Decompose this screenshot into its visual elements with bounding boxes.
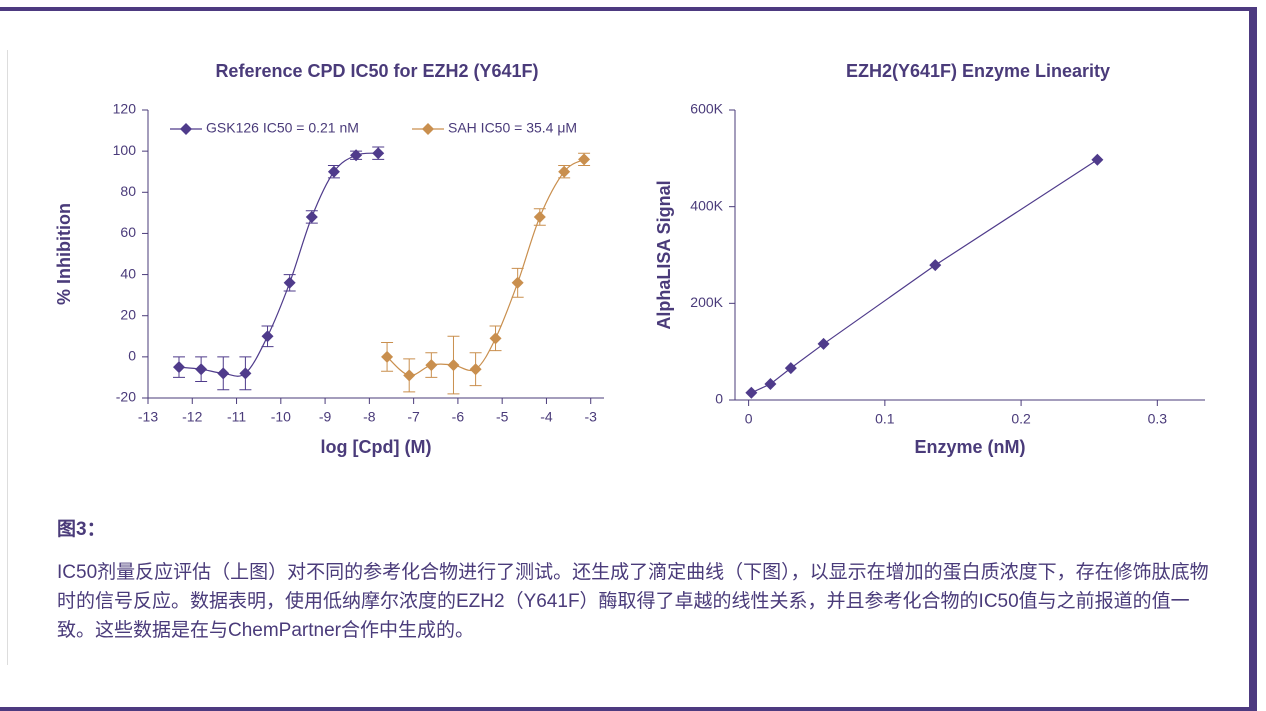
data-point <box>764 378 777 391</box>
data-point <box>511 276 524 289</box>
data-point <box>533 210 546 223</box>
series-line <box>386 158 585 376</box>
y-tick-label: 80 <box>120 183 136 199</box>
data-point <box>172 361 185 374</box>
x-axis-title: log [Cpd] (M) <box>321 437 432 457</box>
x-tick-label: -8 <box>363 409 376 425</box>
y-axis-title: AlphaLISA Signal <box>654 180 674 329</box>
caption: IC50剂量反应评估（上图）对不同的参考化合物进行了测试。还生成了滴定曲线（下图… <box>57 562 1209 641</box>
data-point <box>305 210 318 223</box>
series-line <box>751 159 1098 394</box>
y-tick-label: 20 <box>120 306 136 322</box>
data-point <box>578 153 591 166</box>
y-tick-label: 600K <box>690 101 723 117</box>
legend-label: GSK126 IC50 = 0.21 nM <box>206 120 359 136</box>
data-point <box>350 149 363 162</box>
data-point <box>558 165 571 178</box>
legend-marker <box>422 123 434 135</box>
data-point <box>217 367 230 380</box>
data-point <box>929 259 942 272</box>
y-tick-label: 120 <box>113 101 137 117</box>
x-tick-label: -5 <box>496 409 509 425</box>
data-point <box>195 363 208 376</box>
data-point <box>469 363 482 376</box>
figure-label: 图3： <box>57 519 106 540</box>
series-line <box>178 152 379 377</box>
legend-marker <box>180 123 192 135</box>
x-tick-label: -7 <box>407 409 420 425</box>
data-point <box>261 330 274 343</box>
data-point <box>784 362 797 375</box>
data-point <box>817 337 830 350</box>
divider <box>7 50 8 665</box>
data-point <box>372 147 385 160</box>
data-point <box>381 350 394 363</box>
y-tick-label: 0 <box>715 391 723 407</box>
y-tick-label: 200K <box>690 294 723 310</box>
data-point <box>745 386 758 399</box>
chart-title: Reference CPD IC50 for EZH2 (Y641F) <box>215 61 538 81</box>
data-point <box>239 367 252 380</box>
data-point <box>447 359 460 372</box>
data-point <box>283 276 296 289</box>
frame <box>0 7 1257 711</box>
data-point <box>1091 153 1104 166</box>
x-tick-label: -3 <box>584 409 597 425</box>
y-tick-label: 60 <box>120 224 136 240</box>
charts: Reference CPD IC50 for EZH2 (Y641F) log [… <box>54 61 1205 457</box>
y-tick-label: 100 <box>113 142 137 158</box>
x-tick-label: -6 <box>452 409 465 425</box>
x-tick-label: -12 <box>182 409 202 425</box>
x-axis-title: Enzyme (nM) <box>914 437 1025 457</box>
x-tick-label: 0 <box>745 411 753 427</box>
data-point <box>403 369 416 382</box>
data-point <box>327 165 340 178</box>
y-tick-label: -20 <box>116 389 136 405</box>
data-point <box>425 359 438 372</box>
x-tick-label: 0.3 <box>1148 411 1168 427</box>
x-tick-label: -13 <box>138 409 158 425</box>
x-tick-label: -10 <box>271 409 291 425</box>
data-point <box>489 332 502 345</box>
y-tick-label: 0 <box>128 348 136 364</box>
chart-title: EZH2(Y641F) Enzyme Linearity <box>846 61 1110 81</box>
y-axis-title: % Inhibition <box>54 203 74 305</box>
x-tick-label: -4 <box>540 409 553 425</box>
legend-label: SAH IC50 = 35.4 μM <box>448 120 577 136</box>
x-tick-label: 0.1 <box>875 411 895 427</box>
y-tick-label: 400K <box>690 197 723 213</box>
x-tick-label: -11 <box>227 409 246 425</box>
x-tick-label: -9 <box>319 409 332 425</box>
y-tick-label: 40 <box>120 265 136 281</box>
x-tick-label: 0.2 <box>1011 411 1031 427</box>
